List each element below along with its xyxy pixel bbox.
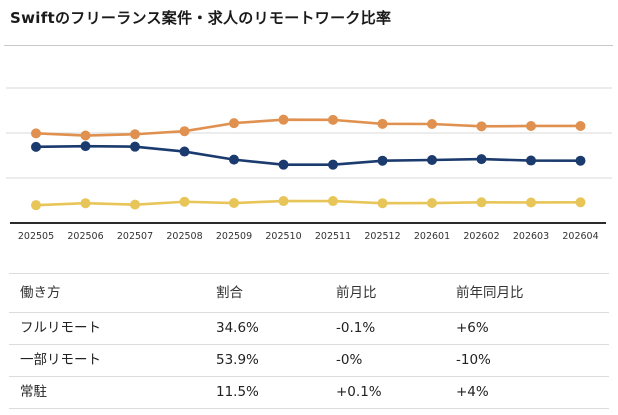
row-label: フルリモート: [9, 312, 205, 345]
table-row-full-remote: フルリモート 34.6% -0.1% +6%: [9, 312, 609, 345]
full-remote-point: [31, 141, 41, 152]
yoy-value: +4%: [445, 376, 609, 409]
x-tick-label: 202505: [17, 231, 55, 242]
header-year-over-year: 前年同月比: [445, 273, 609, 313]
onsite-point: [130, 199, 140, 210]
partial-remote-point: [130, 129, 140, 140]
mom-value: -0.1%: [325, 312, 445, 345]
row-label: 常駐: [9, 376, 205, 409]
x-tick-label: 202507: [116, 231, 154, 242]
full-remote-point: [130, 141, 140, 152]
chart-canvas: [6, 87, 612, 224]
x-tick-label: 202604: [562, 231, 599, 242]
onsite-point: [526, 197, 536, 208]
partial-remote-line: [34, 118, 582, 137]
full-remote-point: [229, 154, 239, 165]
onsite-point: [476, 197, 487, 208]
partial-remote-point: [229, 118, 239, 129]
x-axis-tick-labels: 202505 202506 202507 202508 202509 202510 2025…: [0, 231, 618, 245]
ratio-value: 53.9%: [205, 344, 325, 377]
onsite-point: [179, 196, 190, 207]
mom-value: -0%: [325, 344, 445, 377]
header-work-style: 働き方: [9, 273, 205, 313]
table-row-partial-remote: 一部リモート 53.9% -0% -10%: [9, 344, 609, 377]
row-label: 一部リモート: [9, 344, 205, 377]
partial-remote-point: [328, 114, 338, 125]
partial-remote-point: [575, 120, 586, 131]
remote-work-ratio-line-chart: 202505 202506 202507 202508 202509 202510 2025…: [0, 55, 618, 247]
partial-remote-point: [377, 118, 388, 129]
yoy-value: +6%: [445, 312, 609, 345]
partial-remote-point: [179, 126, 190, 137]
onsite-point: [229, 198, 239, 209]
full-remote-point: [526, 155, 536, 166]
full-remote-point: [328, 159, 338, 170]
onsite-point: [31, 200, 41, 211]
page-title: Swiftのフリーランス案件・求人のリモートワーク比率: [10, 9, 392, 27]
x-tick-label: 202602: [463, 231, 500, 242]
work-style-summary-table: 働き方 割合 前月比 前年同月比 フルリモート 34.6% -0.1% +6% …: [9, 273, 609, 409]
x-tick-label: 202510: [265, 231, 302, 242]
ratio-value: 11.5%: [205, 376, 325, 409]
onsite-point: [377, 198, 388, 209]
full-remote-point: [80, 141, 91, 152]
x-tick-label: 202509: [215, 231, 253, 242]
x-tick-label: 202511: [314, 231, 352, 242]
full-remote-point: [427, 155, 437, 165]
x-tick-label: 202601: [413, 231, 451, 242]
full-remote-point: [377, 155, 388, 166]
partial-remote-point: [278, 114, 289, 125]
full-remote-point: [179, 146, 190, 157]
table-row-onsite: 常駐 11.5% +0.1% +4%: [9, 376, 609, 409]
x-tick-label: 202506: [67, 231, 104, 242]
mom-value: +0.1%: [325, 376, 445, 409]
partial-remote-point: [80, 130, 91, 141]
onsite-point: [80, 198, 91, 209]
partial-remote-point: [31, 128, 41, 139]
ratio-value: 34.6%: [205, 312, 325, 345]
x-tick-label: 202508: [166, 231, 203, 242]
onsite-line: [34, 199, 582, 207]
header-month-over-month: 前月比: [325, 273, 445, 313]
yoy-value: -10%: [445, 344, 609, 377]
onsite-point: [278, 196, 289, 207]
full-remote-point: [476, 154, 487, 165]
onsite-point: [575, 197, 586, 208]
full-remote-line: [34, 144, 582, 166]
title-divider: [4, 45, 613, 46]
onsite-point: [328, 196, 338, 207]
full-remote-point: [575, 155, 586, 166]
table-header-row: 働き方 割合 前月比 前年同月比: [9, 273, 609, 313]
partial-remote-point: [476, 121, 487, 132]
partial-remote-point: [526, 120, 536, 131]
header-ratio: 割合: [205, 273, 325, 313]
x-tick-label: 202512: [364, 231, 401, 242]
onsite-point: [427, 198, 437, 209]
full-remote-point: [278, 159, 289, 170]
partial-remote-point: [427, 119, 437, 129]
x-tick-label: 202603: [512, 231, 550, 242]
